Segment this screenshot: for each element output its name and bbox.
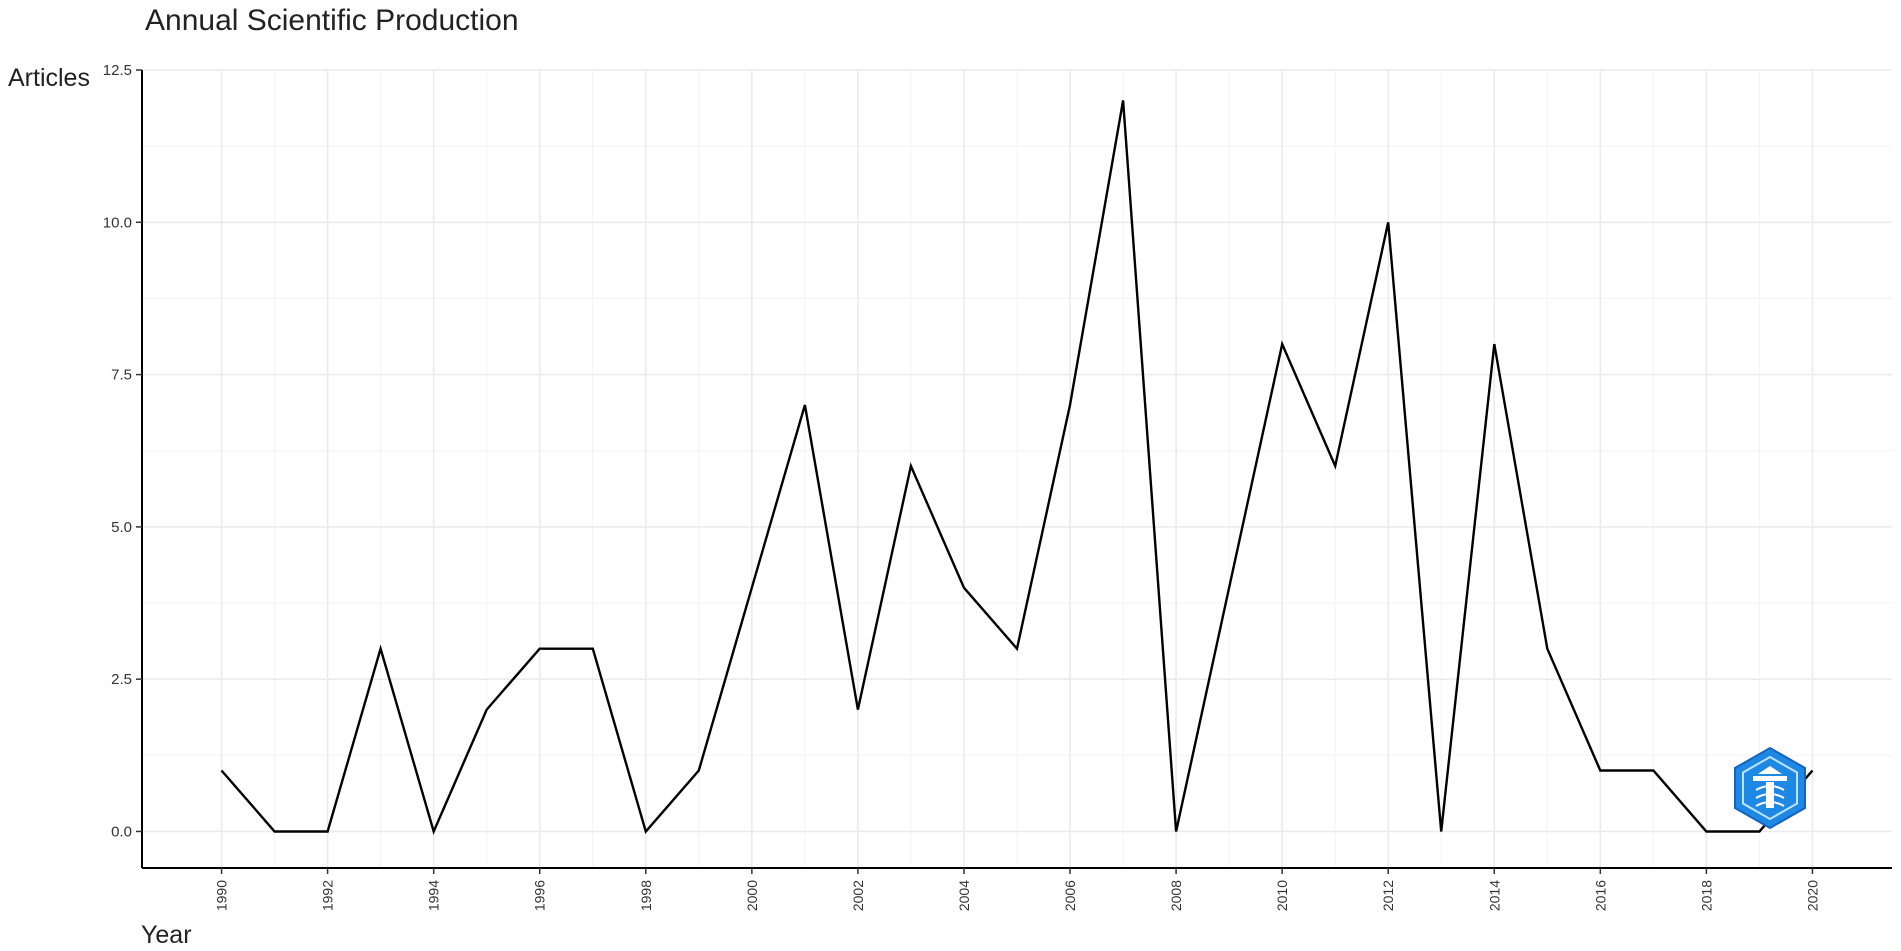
x-tick-label: 1996 <box>532 880 548 911</box>
x-tick-label: 2016 <box>1592 880 1608 911</box>
x-tick-label: 1998 <box>638 880 654 911</box>
x-tick-label: 1992 <box>320 880 336 911</box>
y-tick-label: 5.0 <box>111 519 132 536</box>
articles-series-line <box>220 100 1814 836</box>
x-ticks: 1990 1992 1994 1996 1998 2000 2002 2004 2006 2008… <box>214 868 1820 911</box>
y-tick-label: 2.5 <box>111 671 132 688</box>
y-axis-title: Articles <box>8 64 90 92</box>
series <box>220 100 1814 836</box>
x-tick-label: 2012 <box>1380 880 1396 911</box>
x-tick-label: 2002 <box>850 880 866 911</box>
x-tick-label: 2000 <box>744 880 760 911</box>
x-tick-label: 1994 <box>426 880 442 911</box>
y-tick-label: 12.5 <box>103 62 132 79</box>
y-tick-label: 10.0 <box>103 214 132 231</box>
x-tick-label: 2020 <box>1804 880 1820 911</box>
x-tick-label: 2006 <box>1062 880 1078 911</box>
grid <box>142 69 1892 868</box>
x-axis-title: Year <box>141 921 192 949</box>
y-tick-label: 0.0 <box>111 823 132 840</box>
x-tick-label: 2008 <box>1168 880 1184 911</box>
hexagon-logo-icon <box>1734 746 1806 830</box>
chart-title: Annual Scientific Production <box>145 4 519 37</box>
x-tick-label: 1990 <box>214 880 230 911</box>
y-tick-label: 7.5 <box>111 367 132 384</box>
x-tick-label: 2010 <box>1274 880 1290 911</box>
x-tick-label: 2014 <box>1486 880 1502 911</box>
y-ticks: 0.0 2.5 5.0 7.5 10.0 12.5 <box>103 62 142 840</box>
x-tick-label: 2004 <box>956 880 972 911</box>
x-tick-label: 2018 <box>1698 880 1714 911</box>
